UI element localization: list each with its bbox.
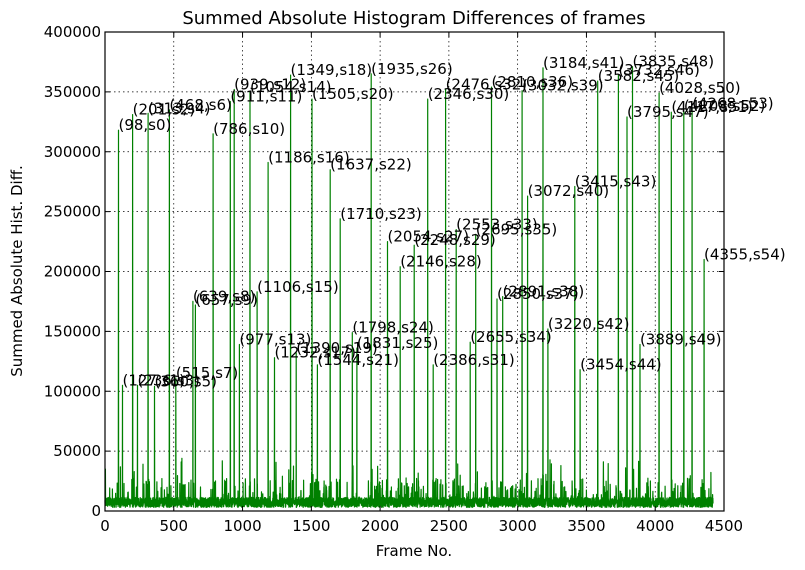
y-tick-label: 50000: [53, 442, 101, 460]
grid-layer: [105, 32, 724, 511]
peak-label: (515,s7): [176, 364, 238, 382]
peak-label: (1106,s15): [257, 278, 339, 296]
peak-label: (2850,s37): [497, 285, 579, 303]
peak-label: (1935,s26): [371, 60, 453, 78]
peak-label: (3184,s41): [543, 54, 625, 72]
peak-label: (468,s6): [169, 96, 231, 114]
peak-label: (977,s13): [239, 331, 311, 349]
x-tick-label: 2000: [361, 517, 399, 535]
peak-label: (1710,s23): [340, 205, 422, 223]
x-tick-label: 1000: [223, 517, 261, 535]
peak-label: (2695,s35): [476, 220, 558, 238]
y-tick-label: 350000: [44, 83, 101, 101]
peak-label: (1186,s16): [268, 149, 350, 167]
peak-label: (2386,s31): [433, 351, 515, 369]
y-tick-label: 400000: [44, 23, 101, 41]
y-tick-label: 100000: [44, 382, 101, 400]
peak-label: (201,s2): [133, 101, 195, 119]
peak-label: (3220,s42): [548, 315, 630, 333]
tick-layer: 0 500 1000 1500 2000 2500 3000 3500 4000 4500 0 500…: [44, 23, 743, 535]
peak-label: (3454,s44): [580, 356, 662, 374]
peak-label: (3582,s45): [598, 67, 680, 85]
x-tick-label: 3500: [567, 517, 605, 535]
peak-label: (2476,s32): [446, 75, 528, 93]
x-tick-label: 2500: [430, 517, 468, 535]
peak-label: (1232,s17): [274, 344, 356, 362]
peak-label: (2655,s34): [470, 328, 552, 346]
peak-label: (2891,s38): [503, 283, 585, 301]
peak-label: (236,s3): [137, 371, 199, 389]
y-tick-label: 300000: [44, 143, 101, 161]
peak-label: (4117,s51): [671, 98, 753, 116]
peak-label: (3795,s47): [627, 103, 709, 121]
peak-label: (1054,s14): [250, 78, 332, 96]
peak-label: (2248,s29): [414, 231, 496, 249]
peak-label: (2346,s30): [428, 85, 510, 103]
y-tick-label: 250000: [44, 203, 101, 221]
annotation-layer: (98,s0)(127,s1)(201,s2)(236,s3)(313,s4)(…: [118, 53, 785, 391]
peak-label: (1349,s18): [291, 61, 373, 79]
peak-label: (2553,s33): [456, 216, 538, 234]
peak-label: (98,s0): [118, 116, 171, 134]
peak-label: (2146,s28): [400, 253, 482, 271]
series-layer: [104, 66, 714, 508]
peak-label: (360,s5): [155, 372, 217, 390]
peak-label: (1831,s25): [357, 334, 439, 352]
x-tick-label: 500: [159, 517, 188, 535]
peak-label: (939,s12): [234, 75, 306, 93]
peak-label: (313,s4): [148, 99, 210, 117]
peak-label: (1390,s19): [296, 339, 378, 357]
peak-label: (639,s8): [193, 287, 255, 305]
series-line: [104, 66, 714, 508]
peak-label: (1798,s24): [352, 319, 434, 337]
peak-label: (911,s11): [230, 87, 302, 105]
peak-label: (1544,s21): [317, 351, 399, 369]
peak-label: (657,s9): [195, 291, 257, 309]
y-tick-label: 200000: [44, 263, 101, 281]
x-tick-label: 1500: [292, 517, 330, 535]
peak-label: (786,s10): [213, 120, 285, 138]
peak-label: (4355,s54): [704, 246, 786, 264]
x-axis-label: Frame No.: [376, 542, 452, 560]
x-tick-label: 0: [100, 517, 110, 535]
peak-label: (1505,s20): [312, 85, 394, 103]
peak-label: (1637,s22): [330, 156, 412, 174]
y-axis-label: Summed Absolute Hist. Diff.: [8, 165, 26, 377]
peak-label: (3032,s39): [522, 77, 604, 95]
peak-label: (4028,s50): [659, 79, 741, 97]
peak-label: (2810,s36): [492, 73, 574, 91]
chart-title: Summed Absolute Histogram Differences of…: [182, 8, 645, 29]
peak-label: (4208,s52): [684, 97, 766, 115]
peak-label: (127,s1): [122, 371, 184, 389]
peak-label: (3835,s48): [633, 53, 715, 71]
y-tick-label: 150000: [44, 322, 101, 340]
x-tick-label: 3000: [499, 517, 537, 535]
x-tick-label: 4500: [705, 517, 743, 535]
x-tick-label: 4000: [636, 517, 674, 535]
peak-label: (3415,s43): [575, 172, 657, 190]
peak-label: (2054,s27): [388, 228, 470, 246]
peak-label: (3732,s46): [618, 61, 700, 79]
peak-label: (3889,s49): [640, 331, 722, 349]
peak-label: (3072,s40): [528, 182, 610, 200]
y-tick-label: 0: [91, 502, 101, 520]
peak-label: (4268,s53): [692, 95, 774, 113]
